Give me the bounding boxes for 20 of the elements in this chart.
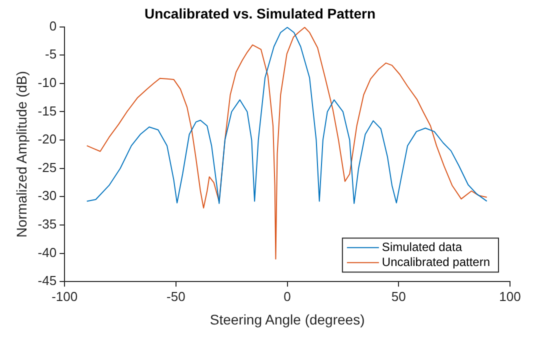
y-tick-label: -20: [38, 132, 57, 147]
y-axis-title: Normalized Amplitude (dB): [13, 70, 30, 238]
x-tick-label: 100: [499, 288, 521, 304]
x-tick-label: 50: [391, 288, 406, 304]
legend-label: Uncalibrated pattern: [382, 254, 490, 269]
y-tick-label: -40: [38, 244, 57, 260]
y-tick-label: -10: [38, 75, 57, 90]
x-tick-label: 0: [284, 288, 291, 304]
y-tick-label: -25: [38, 160, 57, 175]
y-tick-label: -30: [38, 188, 57, 204]
chart-title: Uncalibrated vs. Simulated Pattern: [144, 5, 376, 22]
x-tick-label: -50: [166, 288, 186, 304]
y-tick-label: -35: [38, 216, 57, 232]
x-tick-label: -100: [52, 288, 78, 304]
y-tick-label: -15: [38, 103, 57, 118]
y-tick-label: -5: [45, 46, 57, 62]
legend-label: Simulated data: [382, 240, 462, 254]
y-tick-label: -45: [38, 273, 57, 288]
y-tick-label: 0: [49, 18, 57, 34]
x-axis-title: Steering Angle (degrees): [210, 311, 365, 328]
